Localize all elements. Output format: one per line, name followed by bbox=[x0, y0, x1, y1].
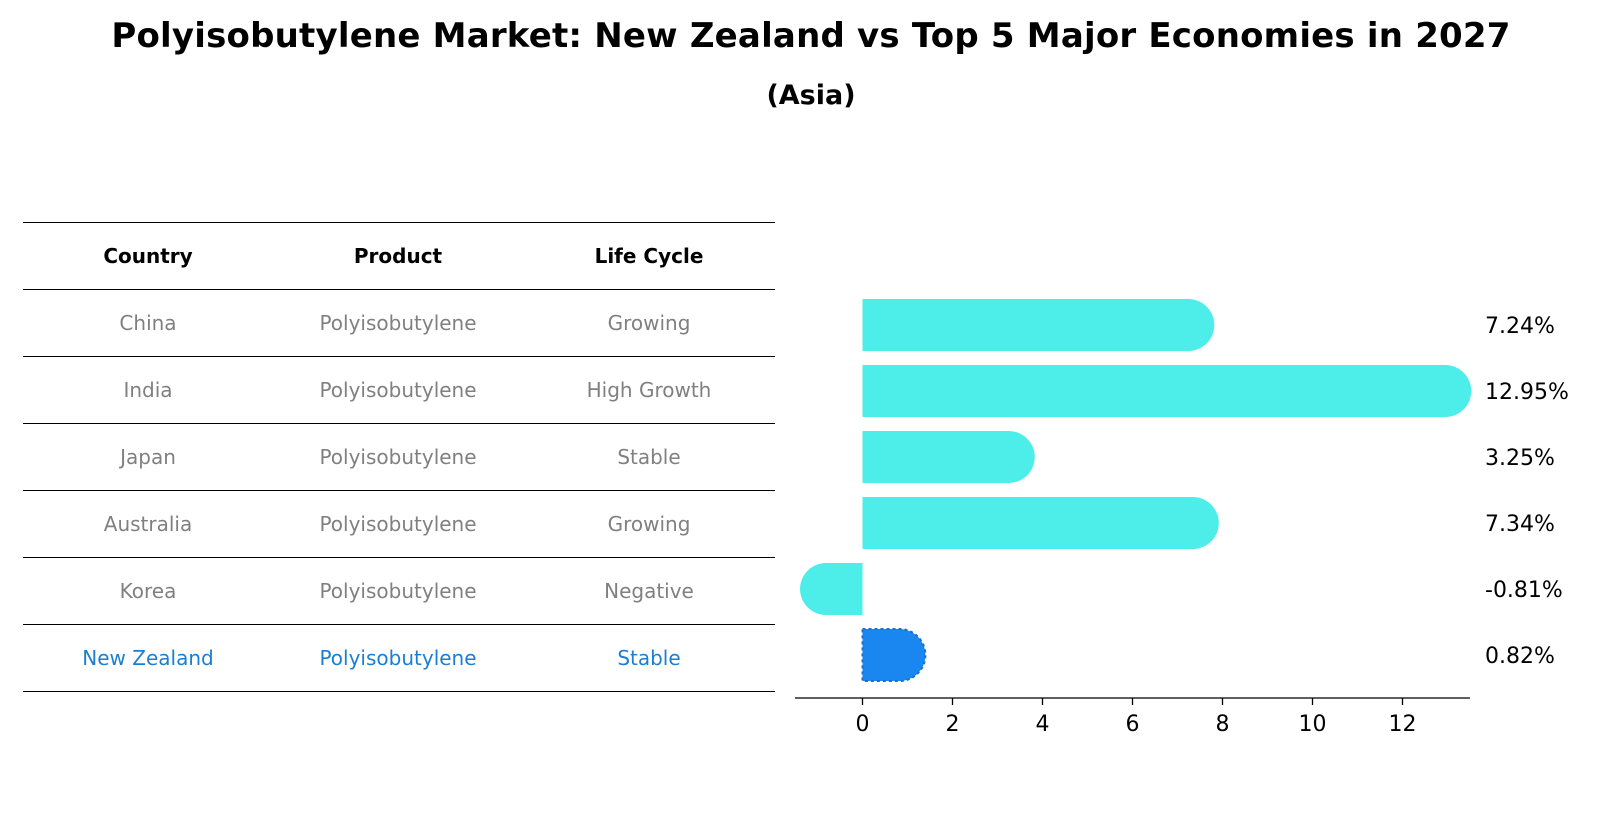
data-table: Country Product Life Cycle China Polyiso… bbox=[23, 222, 775, 692]
cell-life-cycle: Negative bbox=[604, 579, 694, 603]
bar-australia bbox=[862, 497, 1219, 549]
table-header-row: Country Product Life Cycle bbox=[23, 222, 775, 289]
cell-life-cycle: Growing bbox=[607, 311, 691, 335]
cell-product: Polyisobutylene bbox=[319, 646, 477, 670]
chart-subtitle: (Asia) bbox=[766, 80, 856, 111]
cell-country: Korea bbox=[119, 579, 177, 603]
value-label: 0.82% bbox=[1485, 644, 1555, 669]
chart-title: Polyisobutylene Market: New Zealand vs T… bbox=[111, 16, 1511, 56]
cell-product: Polyisobutylene bbox=[319, 579, 477, 603]
bar-japan bbox=[862, 431, 1035, 483]
x-tick-label: 6 bbox=[1126, 712, 1140, 737]
bar-china bbox=[862, 299, 1215, 351]
value-label: 3.25% bbox=[1485, 446, 1555, 471]
cell-country: India bbox=[123, 378, 173, 402]
value-label: 7.24% bbox=[1485, 314, 1555, 339]
header-product: Product bbox=[353, 244, 443, 268]
cell-product: Polyisobutylene bbox=[319, 311, 477, 335]
bar-korea bbox=[800, 563, 863, 615]
cell-country: Japan bbox=[120, 445, 176, 469]
x-tick-label: 2 bbox=[946, 712, 960, 737]
table-row: Japan Polyisobutylene Stable bbox=[23, 423, 775, 490]
cell-life-cycle: Growing bbox=[607, 512, 691, 536]
bar-chart: 7.24% 12.95% 3.25% 7.34% -0.81% 0.82% 0 2 4 6 8 10 1… bbox=[795, 299, 1569, 737]
header-life-cycle: Life Cycle bbox=[594, 244, 704, 268]
cell-product: Polyisobutylene bbox=[319, 445, 477, 469]
header-country: Country bbox=[103, 244, 193, 268]
value-label: 12.95% bbox=[1485, 380, 1569, 405]
table-row: Korea Polyisobutylene Negative bbox=[23, 557, 775, 624]
cell-life-cycle: High Growth bbox=[586, 378, 712, 402]
x-tick-label: 10 bbox=[1299, 712, 1327, 737]
value-label: 7.34% bbox=[1485, 512, 1555, 537]
bar-india bbox=[862, 365, 1472, 417]
cell-product: Polyisobutylene bbox=[319, 512, 477, 536]
cell-country: China bbox=[119, 311, 177, 335]
cell-country: New Zealand bbox=[82, 646, 214, 670]
x-tick-label: 8 bbox=[1216, 712, 1230, 737]
table-row-highlighted: New Zealand Polyisobutylene Stable bbox=[23, 624, 775, 692]
x-tick-label: 4 bbox=[1036, 712, 1050, 737]
x-tick-label: 12 bbox=[1389, 712, 1417, 737]
value-label: -0.81% bbox=[1485, 578, 1563, 603]
table-row: India Polyisobutylene High Growth bbox=[23, 356, 775, 423]
cell-country: Australia bbox=[103, 512, 193, 536]
x-tick-label: 0 bbox=[856, 712, 870, 737]
table-row: Australia Polyisobutylene Growing bbox=[23, 490, 775, 557]
cell-life-cycle: Stable bbox=[617, 445, 681, 469]
cell-life-cycle: Stable bbox=[617, 646, 681, 670]
table-row: China Polyisobutylene Growing bbox=[23, 289, 775, 356]
cell-product: Polyisobutylene bbox=[319, 378, 477, 402]
bar-new-zealand bbox=[861, 628, 927, 682]
